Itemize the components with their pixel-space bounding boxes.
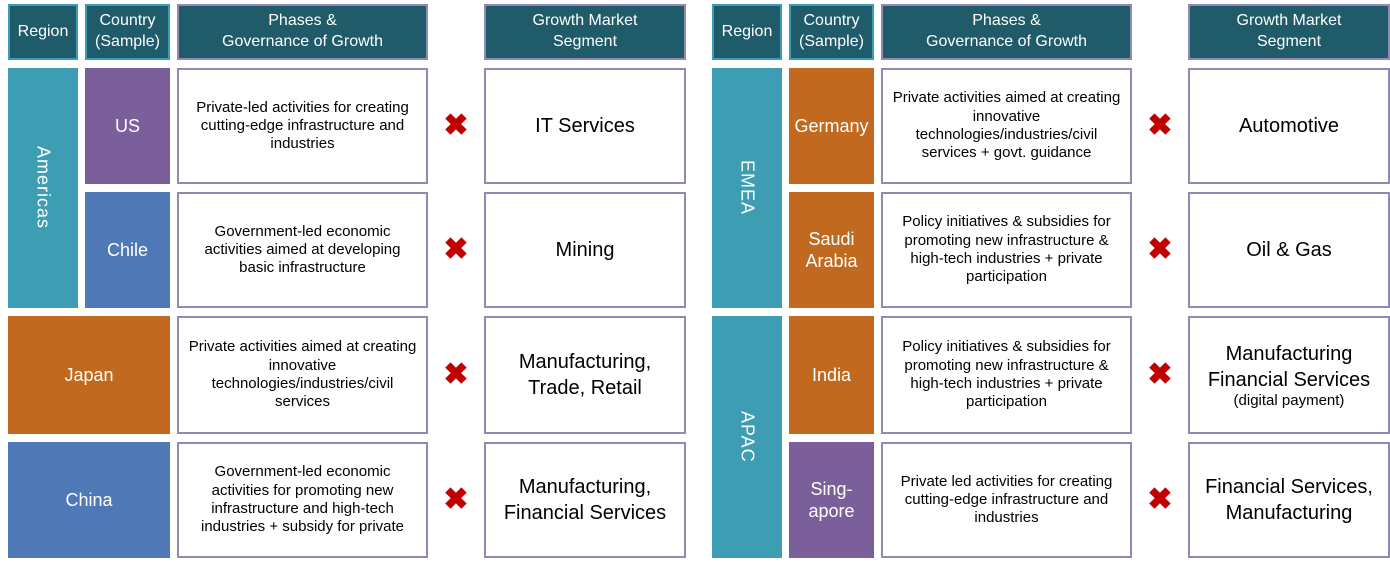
country-cell-china: China — [8, 442, 170, 558]
x-mark-icon: ✖ — [443, 109, 469, 142]
header-region: Region — [8, 4, 78, 60]
x-mark-icon: ✖ — [1147, 358, 1173, 391]
x-cell: ✖ — [1139, 442, 1181, 558]
region-cell-americas: Americas — [8, 68, 78, 308]
growth-cell-saudi-arabia: Oil & Gas — [1188, 192, 1390, 308]
x-cell: ✖ — [1139, 316, 1181, 434]
header-growth-market-segment: Growth Market Segment — [1188, 4, 1390, 60]
x-cell: ✖ — [435, 68, 477, 184]
country-cell-japan: Japan — [8, 316, 170, 434]
phases-cell-singapore: Private led activities for creating cutt… — [881, 442, 1132, 558]
growth-cell-germany: Automotive — [1188, 68, 1390, 184]
header-country-sample: Country (Sample) — [85, 4, 170, 60]
phases-cell-chile: Government-led economic activities aimed… — [177, 192, 428, 308]
country-cell-saudi-arabia: Saudi Arabia — [789, 192, 874, 308]
x-mark-icon: ✖ — [1147, 233, 1173, 266]
header-phases-governance: Phases & Governance of Growth — [881, 4, 1132, 60]
x-cell: ✖ — [1139, 68, 1181, 184]
region-cell-apac: APAC — [712, 316, 782, 558]
header-country-sample: Country (Sample) — [789, 4, 874, 60]
x-mark-icon: ✖ — [443, 233, 469, 266]
header-phases-governance: Phases & Governance of Growth — [177, 4, 428, 60]
growth-cell-india: Manufacturing Financial Services (digita… — [1188, 316, 1390, 434]
x-cell: ✖ — [435, 442, 477, 558]
phases-cell-us: Private-led activities for creating cutt… — [177, 68, 428, 184]
growth-cell-india-main: Manufacturing Financial Services — [1207, 342, 1371, 391]
phases-cell-japan: Private activities aimed at creating inn… — [177, 316, 428, 434]
phases-cell-china: Government-led economic activities for p… — [177, 442, 428, 558]
phases-cell-germany: Private activities aimed at creating inn… — [881, 68, 1132, 184]
table-left: Region Country (Sample) Phases & Governa… — [8, 4, 686, 558]
table-right: Region Country (Sample) Phases & Governa… — [712, 4, 1390, 558]
growth-cell-chile: Mining — [484, 192, 686, 308]
growth-cell-india-note: (digital payment) — [1233, 391, 1345, 409]
x-cell: ✖ — [435, 316, 477, 434]
x-cell: ✖ — [1139, 192, 1181, 308]
growth-cell-singapore: Financial Services, Manufacturing — [1188, 442, 1390, 558]
growth-cell-china: Manufacturing, Financial Services — [484, 442, 686, 558]
region-cell-emea: EMEA — [712, 68, 782, 308]
phases-cell-india: Policy initiatives & subsidies for promo… — [881, 316, 1132, 434]
x-mark-icon: ✖ — [1147, 483, 1173, 516]
phases-cell-saudi-arabia: Policy initiatives & subsidies for promo… — [881, 192, 1132, 308]
x-mark-icon: ✖ — [443, 483, 469, 516]
growth-cell-japan: Manufacturing, Trade, Retail — [484, 316, 686, 434]
x-mark-icon: ✖ — [1147, 109, 1173, 142]
country-cell-germany: Germany — [789, 68, 874, 184]
x-mark-icon: ✖ — [443, 358, 469, 391]
country-cell-india: India — [789, 316, 874, 434]
growth-cell-us: IT Services — [484, 68, 686, 184]
country-cell-us: US — [85, 68, 170, 184]
header-region: Region — [712, 4, 782, 60]
header-growth-market-segment: Growth Market Segment — [484, 4, 686, 60]
country-cell-singapore: Sing- apore — [789, 442, 874, 558]
x-cell: ✖ — [435, 192, 477, 308]
country-cell-chile: Chile — [85, 192, 170, 308]
